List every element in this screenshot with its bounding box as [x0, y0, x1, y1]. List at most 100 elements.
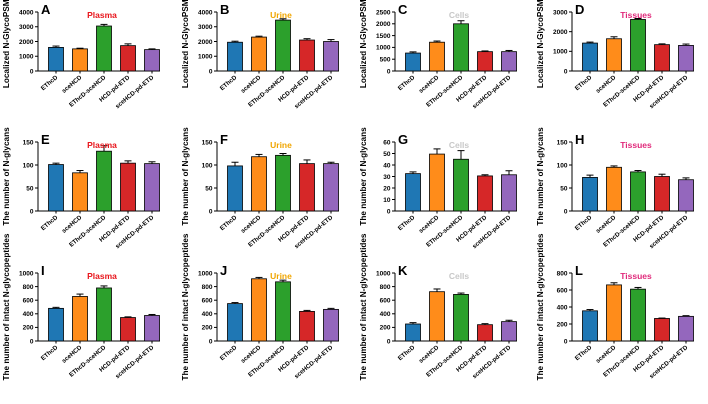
x-tick-label: EThcD — [40, 74, 60, 92]
bar-ethcd — [227, 165, 243, 212]
y-tick-label: 1500 — [376, 33, 391, 40]
panel-title: Urine — [270, 271, 292, 281]
y-tick-label: 100 — [202, 162, 213, 169]
panel-title: Tissues — [620, 140, 652, 150]
bar-hcd-pd-etd — [654, 44, 670, 72]
y-axis-label: Localized N-GlycoPSMs — [536, 0, 545, 88]
bar-scehcd — [251, 278, 267, 342]
panel-a: 0 1000 2000 3000 4000 Localized N-GlycoPSMs ET… — [2, 0, 160, 110]
bar-scehcd — [72, 48, 88, 72]
x-tick-label: sceHCD — [418, 344, 441, 365]
bar-scehcd — [606, 166, 622, 212]
bar-hcd-pd-etd — [299, 39, 315, 72]
panel-b: 0 1000 2000 3000 4000 Localized N-GlycoPSMs ET… — [181, 0, 339, 110]
panel-title: Plasma — [87, 10, 117, 20]
bar-scehcd — [72, 172, 88, 212]
panel-h: 0 50 100 150 The number of N-glycans EThcD sce… — [536, 127, 694, 250]
panel-title: Cells — [449, 10, 470, 20]
bar-ethcd-scehcd — [630, 19, 646, 72]
y-tick-label: 600 — [202, 298, 213, 305]
y-axis-label: The number of intact N-glycopeptides — [181, 233, 190, 380]
panel-i: 0 200 400 600 800 1000 The number of intact N-… — [2, 233, 160, 380]
bar-scehcd-pd-etd — [678, 45, 694, 72]
y-tick-label: 100 — [23, 162, 34, 169]
panel-l: 0 200 400 600 800 The number of intact N-glyc… — [536, 233, 694, 380]
y-tick-label: 0 — [209, 208, 213, 215]
x-tick-label: EThcD — [574, 344, 594, 362]
x-tick-label: sceHCD — [418, 74, 441, 95]
bar-ethcd — [48, 164, 64, 212]
x-tick-label: sceHCD — [595, 214, 618, 235]
y-axis-label: The number of intact N-glycopeptides — [359, 233, 368, 380]
bar-ethcd — [405, 323, 421, 342]
y-tick-label: 40 — [383, 162, 391, 169]
y-tick-label: 800 — [380, 284, 391, 291]
x-tick-label: EThcD — [574, 214, 594, 232]
y-tick-label: 0 — [30, 338, 34, 345]
bar-scehcd-pd-etd — [678, 179, 694, 212]
y-tick-label: 600 — [23, 298, 34, 305]
y-tick-label: 3000 — [553, 9, 568, 16]
bar-hcd-pd-etd — [299, 311, 315, 342]
y-tick-label: 200 — [380, 325, 391, 332]
x-tick-label: EThcD — [219, 214, 239, 232]
y-tick-label: 400 — [23, 311, 34, 318]
bar-ethcd-scehcd — [96, 150, 112, 212]
bar-scehcd — [429, 41, 445, 72]
y-tick-label: 2000 — [376, 21, 391, 28]
y-tick-label: 400 — [202, 311, 213, 318]
y-tick-label: 600 — [557, 287, 568, 294]
y-axis-label: The number of N-glycans — [536, 127, 545, 226]
x-tick-label: EThcD — [219, 74, 239, 92]
panel-g: 0 10 20 30 40 50 60 The number of N-glycans EThc… — [359, 127, 517, 250]
bar-scehcd-pd-etd — [501, 321, 517, 342]
y-tick-label: 0 — [387, 68, 391, 75]
bar-scehcd-pd-etd — [144, 315, 160, 342]
bar-scehcd — [606, 38, 622, 72]
bar-hcd-pd-etd — [477, 324, 493, 342]
panel-c: 0 500 1000 1500 2000 2500 Localized N-GlycoPSM… — [359, 0, 517, 110]
y-tick-label: 800 — [23, 284, 34, 291]
y-tick-label: 2000 — [553, 29, 568, 36]
bar-scehcd — [72, 296, 88, 342]
y-tick-label: 50 — [383, 151, 391, 158]
y-tick-label: 0 — [209, 68, 213, 75]
x-tick-label: sceHCD — [61, 214, 84, 235]
panel-letter: K — [398, 263, 408, 278]
y-tick-label: 2500 — [376, 9, 391, 16]
y-tick-label: 200 — [557, 321, 568, 328]
bar-hcd-pd-etd — [477, 51, 493, 72]
y-axis-label: The number of N-glycans — [2, 127, 11, 226]
bar-hcd-pd-etd — [120, 317, 136, 342]
x-tick-label: sceHCD — [61, 74, 84, 95]
bar-scehcd — [429, 153, 445, 212]
panel-letter: J — [220, 263, 227, 278]
y-tick-label: 50 — [560, 185, 568, 192]
bar-scehcd-pd-etd — [144, 49, 160, 72]
y-tick-label: 30 — [383, 174, 391, 181]
panel-letter: L — [575, 263, 583, 278]
panel-d: 0 1000 2000 3000 Localized N-GlycoPSMs EThcD s… — [536, 0, 694, 110]
x-tick-label: sceHCD — [595, 74, 618, 95]
x-tick-label: EThcD — [397, 344, 417, 362]
y-tick-label: 3000 — [19, 24, 34, 31]
bar-hcd-pd-etd — [654, 176, 670, 212]
y-tick-label: 1000 — [19, 54, 34, 61]
y-tick-label: 400 — [557, 304, 568, 311]
y-tick-label: 1000 — [376, 45, 391, 52]
bar-scehcd — [429, 291, 445, 342]
bar-ethcd-scehcd — [630, 171, 646, 212]
y-axis-label: The number of intact N-glycopeptides — [536, 233, 545, 380]
panel-title: Plasma — [87, 140, 117, 150]
bar-ethcd-scehcd — [275, 19, 291, 72]
x-tick-label: sceHCD — [595, 344, 618, 365]
bar-ethcd-scehcd — [275, 281, 291, 342]
panel-title: Urine — [270, 10, 292, 20]
y-tick-label: 20 — [383, 185, 391, 192]
y-tick-label: 0 — [30, 68, 34, 75]
y-tick-label: 1000 — [19, 270, 34, 277]
x-tick-label: sceHCD — [240, 74, 263, 95]
y-tick-label: 800 — [557, 270, 568, 277]
panel-title: Cells — [449, 140, 470, 150]
panel-j: 0 200 400 600 800 1000 The number of intact N-… — [181, 233, 339, 380]
